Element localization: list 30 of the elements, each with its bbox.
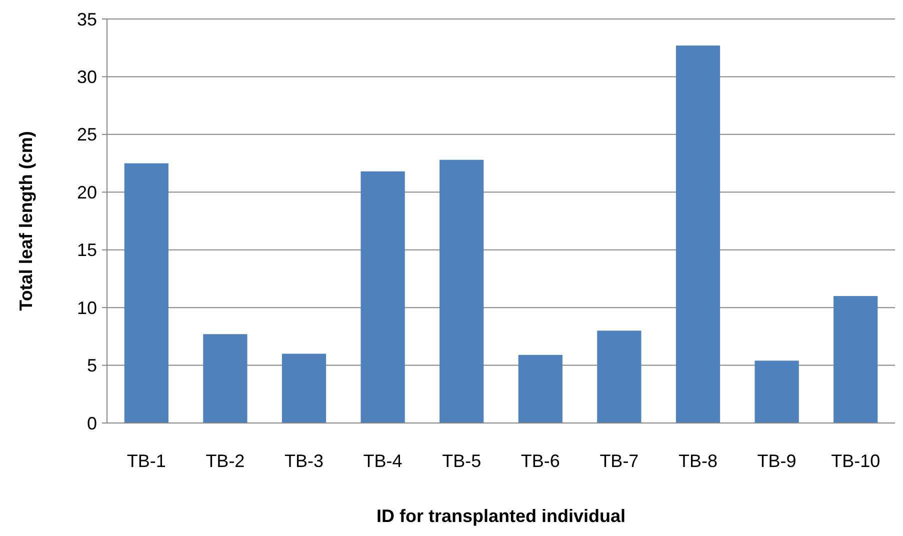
y-tick-label: 0 xyxy=(86,413,97,434)
bar xyxy=(124,163,168,423)
x-tick-label: TB-1 xyxy=(126,451,166,471)
x-tick-label: TB-6 xyxy=(520,451,560,471)
y-tick-label: 15 xyxy=(76,240,97,260)
y-tick-label: 25 xyxy=(76,124,97,145)
x-tick-label: TB-3 xyxy=(284,451,324,471)
bar xyxy=(597,330,642,423)
x-tick-label: TB-2 xyxy=(206,451,245,471)
bar xyxy=(360,171,405,423)
x-axis-title: ID for transplanted individual xyxy=(376,506,626,526)
bar xyxy=(834,296,878,423)
y-tick-label: 30 xyxy=(76,67,97,88)
y-tick-label: 35 xyxy=(76,9,97,30)
bar xyxy=(676,46,720,423)
x-tick-label: TB-10 xyxy=(831,451,880,471)
bar xyxy=(518,354,562,423)
y-tick-label: 20 xyxy=(76,182,97,202)
x-tick-label: TB-4 xyxy=(363,451,402,471)
x-tick-label: TB-8 xyxy=(678,451,718,471)
bar xyxy=(754,360,799,423)
y-tick-label: 10 xyxy=(76,298,97,318)
x-tick-label: TB-9 xyxy=(757,451,796,471)
bar xyxy=(203,334,248,423)
x-tick-label: TB-5 xyxy=(442,451,482,471)
y-tick-label: 5 xyxy=(86,356,97,376)
bar xyxy=(282,354,326,423)
x-tick-label: TB-7 xyxy=(600,451,639,471)
y-axis-title: Total leaf length (cm) xyxy=(16,131,36,311)
bar xyxy=(440,160,484,423)
